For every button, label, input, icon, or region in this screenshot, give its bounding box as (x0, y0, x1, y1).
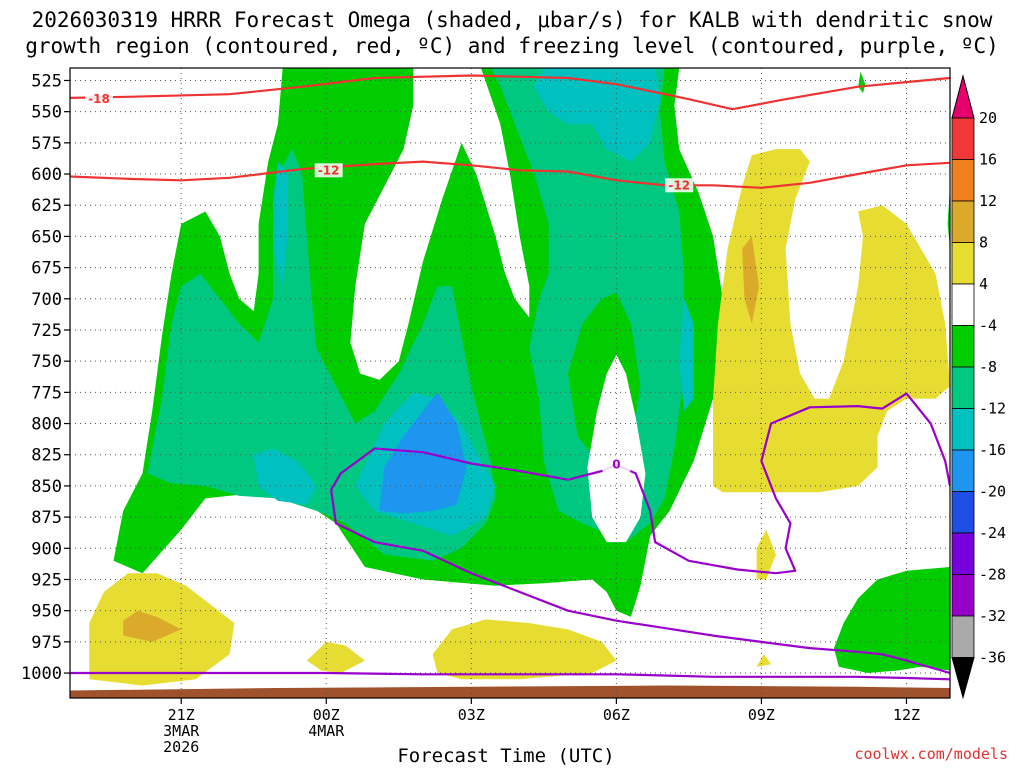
colorbar-swatch (951, 615, 975, 658)
contour-label-bg (314, 163, 343, 178)
y-tick-label: 625 (31, 196, 62, 216)
contour-label-bg (85, 92, 114, 107)
colorbar-label: 4 (979, 275, 988, 293)
y-tick-label: 875 (31, 508, 62, 528)
omega-yellow-e (756, 654, 772, 667)
omega-yellow-d (756, 529, 776, 580)
contour-label-bg (665, 178, 694, 193)
y-tick-label: 750 (31, 352, 62, 372)
contour-label: -12 (668, 178, 690, 192)
omega-cyan-a (273, 161, 288, 287)
x-tick-label: 06Z (603, 706, 630, 724)
colorbar-label: -12 (979, 400, 1006, 418)
x-tick-label: 03Z (458, 706, 485, 724)
colorbar-swatch (951, 242, 975, 285)
contour-label: -12 (318, 163, 340, 177)
colorbar-swatch (951, 117, 975, 160)
x-tick-label: 00Z (313, 706, 340, 724)
y-tick-label: 850 (31, 477, 62, 497)
contour-zero-c-lower (330, 489, 950, 675)
colorbar-swatch (951, 325, 975, 368)
omega-orange-sw (123, 610, 182, 642)
credit-text: coolwx.com/models (854, 745, 1008, 763)
omega-cyan-b (253, 448, 317, 505)
colorbar-swatch (951, 159, 975, 202)
contour-zero-c-upper (330, 392, 950, 575)
x-tick-sublabel: 2026 (163, 738, 199, 756)
colorbar-label: -32 (979, 607, 1006, 625)
colorbar-swatch (951, 574, 975, 617)
y-tick-label: 675 (31, 259, 62, 279)
contour-label: 0 (612, 458, 620, 472)
omega-yellow-c (432, 619, 617, 680)
colorbar-label: -4 (979, 317, 997, 335)
contour-freezing-level (70, 671, 950, 681)
colorbar-swatch (951, 491, 975, 534)
colorbar-label: -28 (979, 566, 1006, 584)
colorbar-label: 20 (979, 109, 997, 127)
contour-label-bg (602, 457, 631, 472)
x-axis-title: Forecast Time (UTC) (397, 745, 615, 767)
x-tick-label: 12Z (893, 706, 920, 724)
colorbar-swatch (951, 283, 975, 326)
colorbar-label: -20 (979, 483, 1006, 501)
y-tick-label: 925 (31, 570, 62, 590)
plot-frame (69, 67, 951, 699)
terrain-surface (70, 685, 950, 698)
plot-area: -18 -12 -12 0 (70, 68, 950, 698)
colorbar-top-arrow (951, 74, 975, 119)
y-tick-label: 950 (31, 602, 62, 622)
contour-dgz-minus12 (70, 160, 950, 189)
y-tick-label: 525 (31, 71, 62, 91)
y-tick-label: 575 (31, 134, 62, 154)
chart-title-line2: growth region (contoured, red, ºC) and f… (25, 34, 999, 58)
colorbar-label: -8 (979, 358, 997, 376)
y-tick-label: 825 (31, 446, 62, 466)
x-tick-sublabel: 3MAR (163, 722, 200, 740)
colorbar-swatch (951, 532, 975, 575)
y-tick-label: 800 (31, 415, 62, 435)
y-tick-label: 900 (31, 539, 62, 559)
y-tick-label: 700 (31, 290, 62, 310)
y-tick-label: 775 (31, 383, 62, 403)
chart-title-line1: 2026030319 HRRR Forecast Omega (shaded, … (31, 8, 993, 32)
x-tick-sublabel: 4MAR (308, 722, 345, 740)
y-tick-label: 725 (31, 321, 62, 341)
colorbar-label: -24 (979, 524, 1006, 542)
omega-orange-east (742, 236, 759, 324)
omega-cyan-d (534, 68, 660, 162)
omega-yellow-east (713, 149, 950, 493)
x-tick-label: 09Z (748, 706, 775, 724)
omega-cyan-e (679, 298, 694, 412)
colorbar-label: 12 (979, 192, 997, 210)
y-tick-label: 550 (31, 103, 62, 123)
y-tick-label: 600 (31, 165, 62, 185)
contour-dgz-minus18 (70, 74, 950, 111)
colorbar-bottom-arrow (951, 657, 975, 700)
colorbar-swatch (951, 366, 975, 409)
y-tick-label: 650 (31, 227, 62, 247)
omega-green-topright (858, 71, 866, 93)
colorbar-swatch (951, 449, 975, 492)
colorbar-label: -16 (979, 441, 1006, 459)
colorbar-label: 8 (979, 234, 988, 252)
x-tick-label: 21Z (168, 706, 195, 724)
omega-green-se (834, 567, 950, 673)
y-tick-label: 1000 (21, 664, 62, 684)
colorbar-label: 16 (979, 151, 997, 169)
colorbar-label: -36 (979, 649, 1006, 667)
colorbar-swatch (951, 200, 975, 243)
colorbar-swatch (951, 408, 975, 451)
omega-yellow-b (306, 641, 365, 673)
contour-label: -18 (88, 92, 110, 106)
y-tick-label: 975 (31, 633, 62, 653)
